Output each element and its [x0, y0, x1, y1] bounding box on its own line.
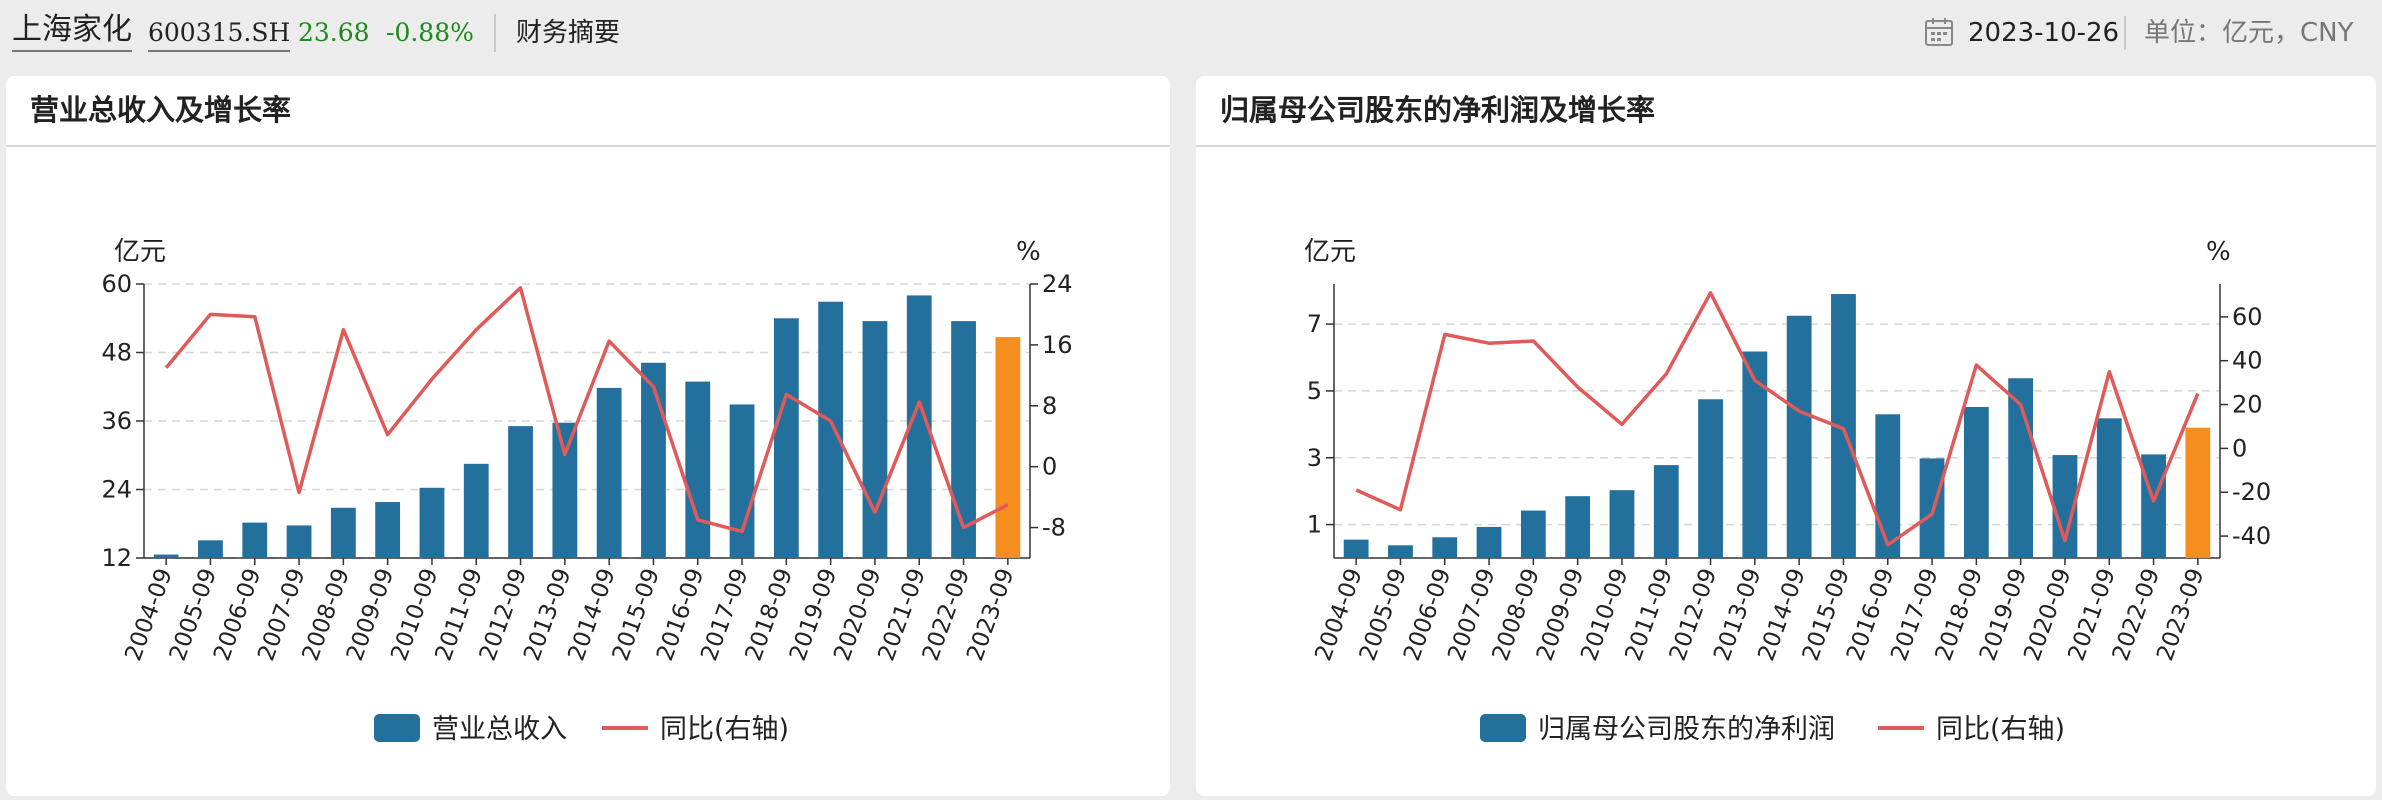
left-tick-label: 48: [101, 339, 132, 367]
right-tick-label: -40: [2232, 522, 2271, 550]
legend-label-bar: 营业总收入: [432, 714, 567, 745]
growth-line: [1355, 291, 2200, 547]
left-tick-label: 12: [101, 544, 132, 572]
legend-swatch-bar: [374, 714, 420, 742]
bar: [1476, 526, 1502, 558]
legend-swatch-bar: [1480, 714, 1526, 742]
right-axis-unit-label: %: [1016, 237, 1041, 267]
right-tick-label: 0: [2232, 434, 2247, 462]
left-tick-label: 7: [1307, 310, 1322, 338]
right-tick-label: 24: [1042, 270, 1073, 298]
bar: [153, 554, 179, 558]
bar: [1653, 465, 1679, 558]
growth-line: [164, 286, 1009, 534]
divider: [494, 14, 496, 52]
bar: [2185, 427, 2211, 558]
calendar-icon[interactable]: [1924, 17, 1954, 47]
bar: [818, 301, 844, 558]
bar: [375, 502, 401, 558]
bar: [1698, 399, 1723, 558]
bar: [1343, 539, 1369, 558]
right-tick-label: 20: [2232, 391, 2263, 419]
bar: [552, 422, 578, 558]
stock-change: -0.88%: [386, 18, 474, 47]
panel-title: 归属母公司股东的净利润及增长率: [1220, 93, 1656, 127]
panel-divider: [6, 145, 1170, 147]
unit-label: 单位：亿元，CNY: [2144, 18, 2354, 48]
right-tick-label: -8: [1042, 514, 1066, 542]
bar: [1609, 490, 1635, 558]
bar: [1786, 315, 1812, 558]
stock-price: 23.68: [298, 18, 370, 47]
panel-divider: [1196, 145, 2376, 147]
bar: [1520, 510, 1546, 558]
revenue-panel: 营业总收入及增长率 12 24 36 48 60 -8 0 8 16 24 亿元% 2004-09 20…: [6, 76, 1170, 796]
legend-label-bar: 归属母公司股东的净利润: [1538, 714, 1835, 745]
left-axis-unit-label: 亿元: [114, 237, 166, 267]
legend-label-line: 同比(右轴): [1936, 714, 2065, 745]
bar: [685, 381, 711, 558]
left-tick-label: 24: [101, 476, 132, 504]
legend-label-line: 同比(右轴): [660, 714, 789, 745]
bar: [729, 404, 755, 558]
bar: [1875, 414, 1901, 558]
bar: [198, 540, 223, 558]
left-tick-label: 1: [1307, 511, 1322, 539]
bar: [2096, 418, 2122, 558]
bar: [2141, 454, 2166, 558]
right-tick-label: 0: [1042, 453, 1057, 481]
bar: [773, 318, 799, 558]
left-tick-label: 3: [1307, 444, 1322, 472]
left-tick-label: 36: [101, 407, 132, 435]
right-tick-label: 16: [1042, 331, 1073, 359]
right-tick-label: 40: [2232, 347, 2263, 375]
right-tick-label: 60: [2232, 303, 2263, 331]
bar: [995, 337, 1021, 558]
panel-title: 营业总收入及增长率: [30, 93, 292, 127]
bar: [1963, 406, 1989, 558]
top-bar: 上海家化 600315.SH 23.68 -0.88% 财务摘要 2023-10…: [0, 0, 2382, 66]
bar: [508, 426, 533, 558]
left-tick-label: 5: [1307, 377, 1322, 405]
bar: [596, 387, 622, 558]
right-axis-unit-label: %: [2206, 237, 2231, 267]
bar: [1388, 545, 1413, 558]
bar: [951, 321, 976, 558]
divider: [2124, 16, 2126, 50]
net-profit-panel: 归属母公司股东的净利润及增长率 1 3 5 7 -40 -20 0 20 40 60 亿元% 2004…: [1196, 76, 2376, 796]
right-tick-label: 8: [1042, 392, 1057, 420]
left-tick-label: 60: [101, 270, 132, 298]
stock-name-link[interactable]: 上海家化: [12, 10, 132, 52]
section-label: 财务摘要: [516, 18, 621, 48]
bar: [330, 507, 356, 558]
bar: [463, 463, 489, 558]
report-date[interactable]: 2023-10-26: [1968, 18, 2120, 48]
bar: [1432, 537, 1458, 558]
left-axis-unit-label: 亿元: [1304, 237, 1356, 267]
right-tick-label: -20: [2232, 478, 2271, 506]
bar: [419, 487, 445, 558]
bar: [242, 522, 268, 558]
stock-code-link[interactable]: 600315.SH: [148, 16, 291, 52]
bar: [641, 362, 666, 558]
bar: [862, 321, 888, 558]
bar: [286, 525, 312, 558]
bar: [1565, 496, 1591, 558]
